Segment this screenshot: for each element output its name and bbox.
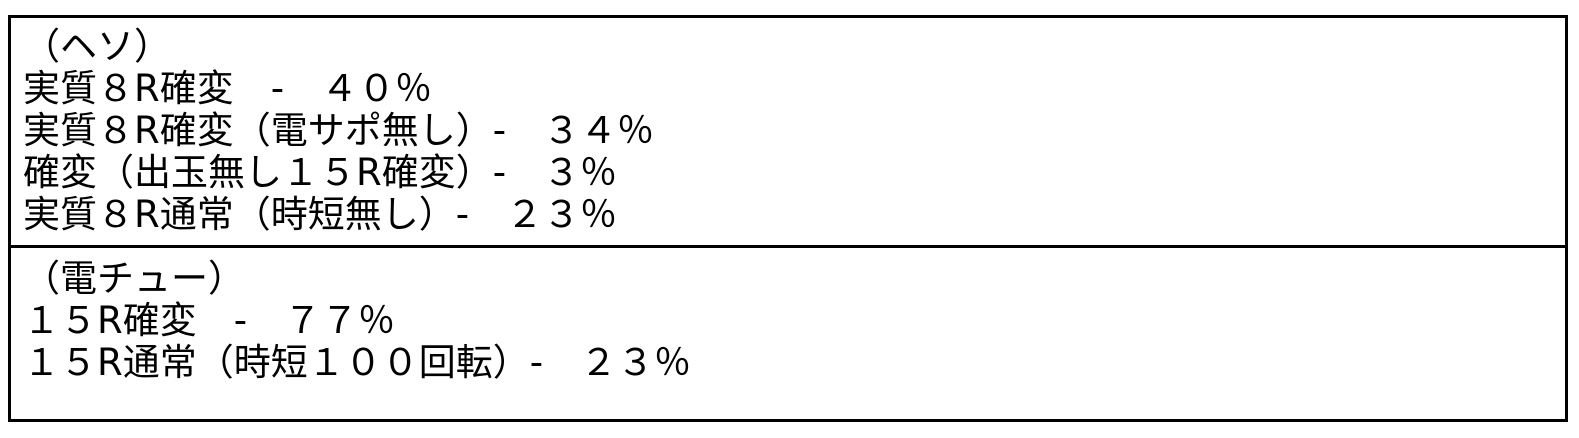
probability-line: 実質８R確変 - ４０％ [23,67,433,110]
denchu-section: （電チュー） １５R確変 - ７７％ １５R通常（時短１００回転）- ２３％ [11,245,1565,419]
probability-line: １５R確変 - ７７％ [23,299,396,342]
section-heading: （ヘソ） [23,25,171,68]
probability-line: 実質８R通常（時短無し）- ２３％ [23,193,618,236]
probability-line: 確変（出玉無し１５R確変）- ３％ [23,151,618,194]
probability-line: 実質８R確変（電サポ無し）- ３４％ [23,109,655,152]
probability-table: （ヘソ） 実質８R確変 - ４０％ 実質８R確変（電サポ無し）- ３４％ 確変（… [8,15,1568,422]
section-heading: （電チュー） [23,257,245,300]
heso-section: （ヘソ） 実質８R確変 - ４０％ 実質８R確変（電サポ無し）- ３４％ 確変（… [11,18,1565,245]
probability-line: １５R通常（時短１００回転）- ２３％ [23,341,692,384]
